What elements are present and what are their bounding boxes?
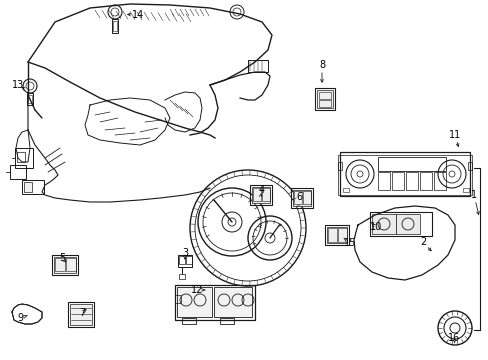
Bar — [179, 274, 184, 279]
Bar — [318, 100, 330, 107]
Bar — [262, 188, 269, 201]
Bar — [247, 60, 267, 72]
Bar — [433, 172, 445, 190]
Bar — [337, 155, 471, 195]
Text: 6: 6 — [295, 192, 302, 202]
Text: 3: 3 — [182, 248, 188, 258]
Bar — [52, 255, 78, 275]
Text: 14: 14 — [132, 10, 144, 20]
Bar — [371, 214, 395, 234]
Text: 8: 8 — [318, 60, 325, 70]
Bar — [419, 172, 431, 190]
Bar — [220, 318, 234, 324]
Text: 4: 4 — [259, 185, 264, 195]
Bar — [175, 285, 254, 320]
Bar — [316, 90, 332, 108]
Bar — [395, 214, 419, 234]
Bar — [251, 187, 269, 203]
Text: 12: 12 — [190, 285, 203, 295]
Bar — [369, 212, 431, 236]
Bar — [339, 152, 469, 196]
Bar — [342, 188, 348, 192]
Bar — [249, 185, 271, 205]
Bar — [318, 92, 330, 99]
Bar — [17, 152, 25, 162]
Bar — [178, 255, 192, 267]
Bar — [68, 302, 94, 327]
Bar — [292, 190, 310, 206]
Bar — [337, 162, 341, 170]
Bar — [337, 228, 346, 242]
Bar — [327, 228, 336, 242]
Bar — [70, 304, 92, 325]
Bar — [405, 172, 417, 190]
Bar — [15, 148, 33, 168]
Bar — [182, 318, 196, 324]
Bar — [326, 227, 346, 243]
Text: 1: 1 — [470, 190, 476, 200]
Bar — [24, 182, 32, 192]
Text: 11: 11 — [448, 130, 460, 140]
Bar — [293, 191, 302, 204]
Text: 10: 10 — [369, 222, 381, 232]
Bar — [462, 188, 468, 192]
Bar — [252, 188, 261, 201]
Bar — [391, 172, 403, 190]
Bar — [290, 188, 312, 208]
Bar — [179, 256, 184, 264]
Text: 16: 16 — [447, 333, 459, 343]
Bar — [55, 258, 65, 271]
Text: 7: 7 — [79, 308, 85, 318]
Text: 13: 13 — [12, 80, 24, 90]
Bar — [112, 19, 118, 33]
Bar — [214, 287, 251, 317]
Bar — [185, 256, 192, 264]
Bar — [303, 191, 310, 204]
Bar — [66, 258, 76, 271]
Bar — [467, 162, 471, 170]
Text: 9: 9 — [17, 313, 23, 323]
Bar — [377, 172, 389, 190]
Bar — [22, 180, 44, 194]
Bar — [27, 93, 33, 105]
Text: 5: 5 — [59, 253, 65, 263]
Bar — [10, 165, 26, 179]
Bar — [377, 157, 445, 171]
Bar — [175, 295, 181, 303]
Bar — [113, 21, 117, 31]
Bar — [314, 88, 334, 110]
Bar — [325, 225, 348, 245]
Bar — [177, 287, 212, 317]
Text: 2: 2 — [419, 237, 425, 247]
Bar — [28, 95, 32, 103]
Bar — [54, 257, 76, 273]
Text: 15: 15 — [343, 238, 355, 248]
